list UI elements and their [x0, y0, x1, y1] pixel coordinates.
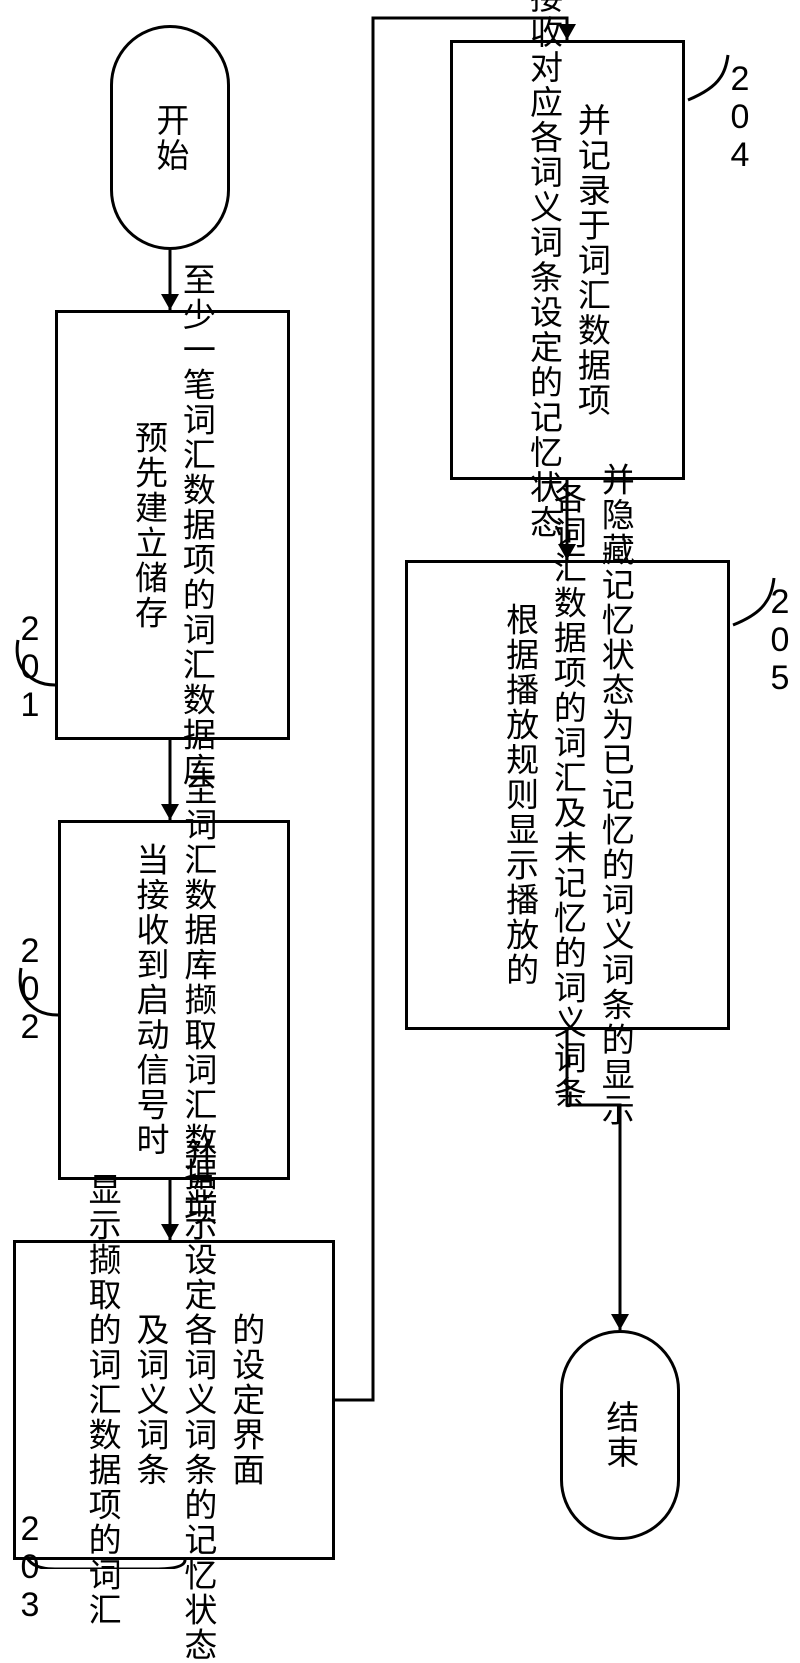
callout-204: 204 — [720, 60, 759, 174]
step-201-text: 至少一笔词汇数据项的词汇数据库 预先建立储存 — [125, 263, 221, 788]
step-202: 至词汇数据库撷取词汇数据项 当接收到启动信号时 — [58, 820, 290, 1180]
step-204-text: 并记录于词汇数据项 接收对应各词义词条设定的记忆状态 — [520, 0, 616, 540]
callout-201: 201 — [10, 610, 49, 724]
step-203-text: 的设定界面 并显示设定各词义词条的记忆状态 及词义词条 显示撷取的词汇数据项的词… — [78, 1138, 269, 1663]
callout-203: 203 — [10, 1510, 49, 1624]
step-201: 至少一笔词汇数据项的词汇数据库 预先建立储存 — [55, 310, 290, 740]
step-203: 的设定界面 并显示设定各词义词条的记忆状态 及词义词条 显示撷取的词汇数据项的词… — [13, 1240, 335, 1560]
terminator-end: 结束 — [560, 1330, 680, 1540]
callout-202: 202 — [10, 932, 49, 1046]
step-205-text: 并隐藏记忆状态为已记忆的词义词条的显示 各词汇数据项的词汇及未记忆的词义词条 根… — [496, 463, 640, 1128]
terminator-start-label: 开始 — [146, 103, 194, 173]
step-205: 并隐藏记忆状态为已记忆的词义词条的显示 各词汇数据项的词汇及未记忆的词义词条 根… — [405, 560, 730, 1030]
terminator-start: 开始 — [110, 25, 230, 250]
terminator-end-label: 结束 — [596, 1400, 644, 1470]
callout-205: 205 — [760, 583, 799, 697]
step-204: 并记录于词汇数据项 接收对应各词义词条设定的记忆状态 — [450, 40, 685, 480]
